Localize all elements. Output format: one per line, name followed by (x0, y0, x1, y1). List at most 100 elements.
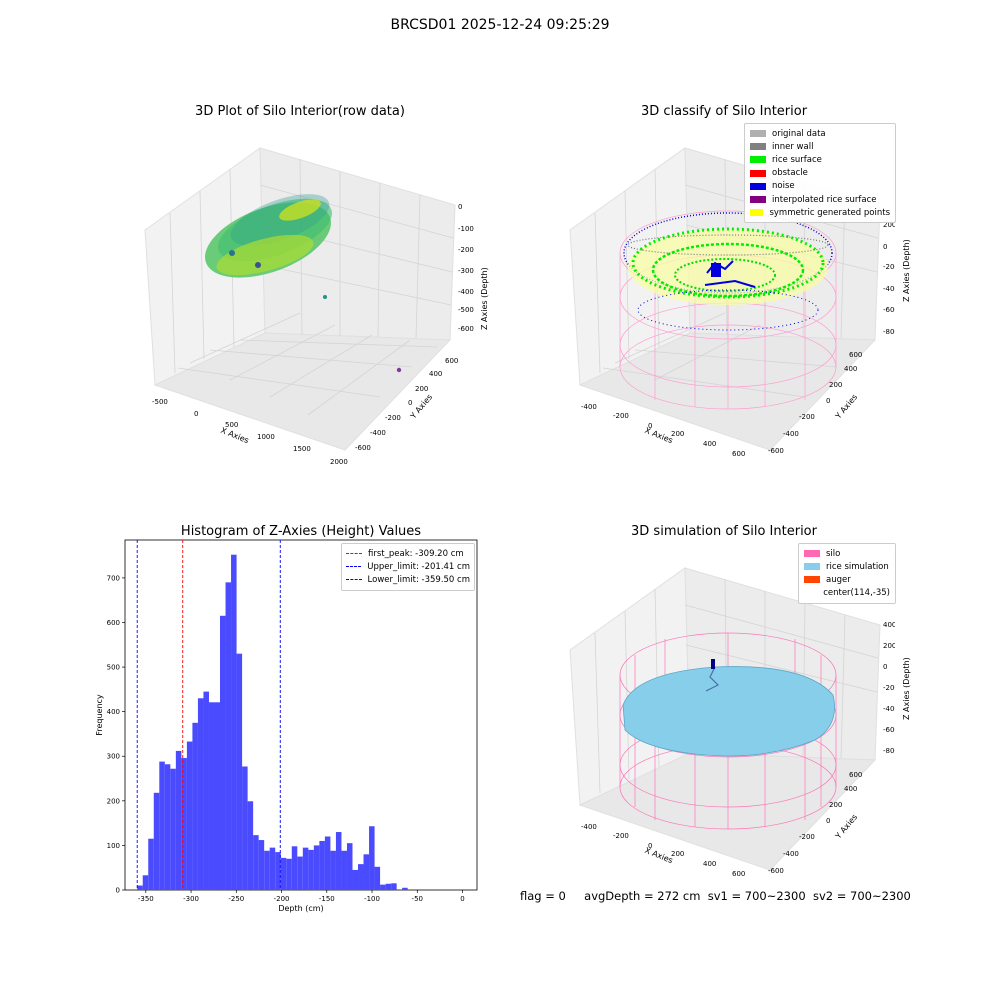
hist-bar (275, 852, 281, 890)
legend-entry: symmetric generated points (750, 206, 890, 219)
hist-bar (231, 554, 237, 890)
legend-label: first_peak: -309.20 cm (368, 548, 464, 559)
hist-bar (264, 850, 270, 890)
panel4-y-tick: 0 (826, 817, 830, 825)
panel4-z-axis-label: Z Axies (Depth) (902, 657, 911, 720)
panel4-z-tick: -800 (883, 747, 895, 755)
hist-y-label: Frequency (95, 694, 104, 736)
panel4-x-tick: -200 (613, 832, 629, 840)
hist-y-tick-label: 500 (107, 664, 120, 672)
panel1-y-tick: 0 (408, 399, 412, 407)
panel3-legend: first_peak: -309.20 cm Upper_limit: -201… (341, 543, 475, 591)
hist-bar (385, 883, 392, 890)
hist-bar (335, 832, 342, 890)
hist-y-tick-label: 600 (107, 619, 120, 627)
hist-bar (286, 858, 292, 890)
panel1-z-tick: -100 (458, 225, 474, 233)
panel4-z-tick: -200 (883, 684, 895, 692)
hist-x-tick-label: 0 (460, 895, 464, 903)
panel1-title: 3D Plot of Silo Interior(row data) (195, 104, 405, 119)
hist-bar (319, 840, 325, 890)
panel1-z-tick-labels: 0 -100 -200 -300 -400 -500 -600 (458, 203, 474, 333)
hist-bar (214, 702, 221, 890)
hist-x-tick-label: -50 (412, 895, 423, 903)
panel1-y-tick: -400 (370, 429, 386, 437)
legend-line (346, 579, 362, 581)
hist-bar (380, 884, 386, 890)
hist-bar (341, 850, 347, 890)
panel2-z-tick: 0 (883, 243, 887, 251)
hist-bar (242, 766, 248, 890)
hist-y-tick-label: 100 (107, 842, 120, 850)
legend-label: rice surface (772, 154, 822, 165)
hist-bar (363, 854, 370, 890)
panel4-z-tick: 200 (883, 642, 895, 650)
panel2-y-tick-labels: -600 -400 -200 0 200 400 600 (768, 351, 862, 455)
hist-y-tick-label: 200 (107, 797, 120, 805)
panel4-x-tick: 0 (648, 842, 652, 850)
panel2-z-tick: -800 (883, 328, 895, 336)
hist-x-tick-label: -100 (364, 895, 380, 903)
hist-bar (142, 875, 149, 890)
legend-entry: first_peak: -309.20 cm (346, 547, 470, 560)
hist-bar (148, 838, 154, 890)
panel1-x-tick: 500 (225, 421, 238, 429)
hist-bar (346, 843, 353, 890)
hist-y-tick-label: 300 (107, 753, 120, 761)
legend-swatch (804, 563, 820, 571)
panel1-z-tick: -300 (458, 267, 474, 275)
panel4-x-tick: 600 (732, 870, 745, 878)
hist-y-tick-label: 700 (107, 574, 120, 582)
legend-line (346, 553, 362, 555)
hist-bar (220, 615, 226, 890)
panel2-z-tick-labels: 200 0 -200 -400 -600 -800 (883, 221, 895, 336)
panel1-x-tick-labels: -500 0 500 1000 1500 2000 (152, 398, 348, 465)
hist-bar (280, 857, 287, 890)
panel1-z-tick: -600 (458, 325, 474, 333)
hist-y-tick-label: 400 (107, 708, 120, 716)
hist-bar (247, 801, 254, 890)
legend-line (346, 566, 362, 568)
panel2-title: 3D classify of Silo Interior (640, 104, 808, 119)
panel4-z-tick: -400 (883, 705, 895, 713)
panel4-x-tick: 200 (671, 850, 684, 858)
panel2-y-tick: 400 (844, 365, 857, 373)
panel2-y-tick: -600 (768, 447, 784, 455)
panel2-x-tick-labels: -400 -200 0 200 400 600 (581, 403, 745, 458)
hist-bar (164, 764, 171, 890)
legend-swatch (750, 130, 766, 138)
legend-label: Lower_limit: -359.50 cm (367, 574, 470, 585)
hist-x-tick-label: -350 (138, 895, 154, 903)
legend-swatch (804, 590, 817, 597)
panel4-legend: silo rice simulation auger center(114,-3… (798, 543, 896, 604)
panel4-auger (711, 659, 715, 669)
panel4-3d-simulation: 400 200 0 -200 -400 -600 -800 -400 -200 … (569, 567, 895, 878)
panel4-z-tick: -600 (883, 726, 895, 734)
legend-label: symmetric generated points (769, 207, 890, 218)
hist-bar (291, 846, 298, 890)
hist-bar (358, 864, 364, 890)
hist-bar (308, 849, 314, 890)
panel1-y-tick: 200 (415, 385, 428, 393)
panel4-pane-floor (578, 752, 877, 871)
legend-label: noise (772, 181, 795, 192)
hist-bar (302, 847, 309, 890)
hist-x-ticks: -350 -300 -250 -200 -150 -100 -50 0 (138, 890, 465, 903)
legend-entry: obstacle (750, 167, 890, 180)
legend-entry: interpolated rice surface (750, 193, 890, 206)
panel4-x-tick-labels: -400 -200 0 200 400 600 (581, 823, 745, 878)
sv2-text: sv2 = 700~2300 (812, 889, 911, 903)
panel2-pane-floor (578, 332, 877, 451)
hist-y-ticks: 0 100 200 300 400 500 600 700 (107, 574, 125, 895)
legend-label: center(114,-35) (823, 588, 890, 599)
hist-x-tick-label: -200 (274, 895, 290, 903)
legend-label: obstacle (772, 168, 808, 179)
panel2-x-tick: -200 (613, 412, 629, 420)
panel1-y-tick: -600 (355, 444, 371, 452)
panel4-z-tick: 400 (883, 621, 895, 629)
hist-bar (137, 885, 143, 890)
legend-entry: rice simulation (804, 560, 890, 573)
hist-bars (137, 554, 408, 890)
panel2-y-tick: 0 (826, 397, 830, 405)
legend-label: Upper_limit: -201.41 cm (367, 561, 470, 572)
